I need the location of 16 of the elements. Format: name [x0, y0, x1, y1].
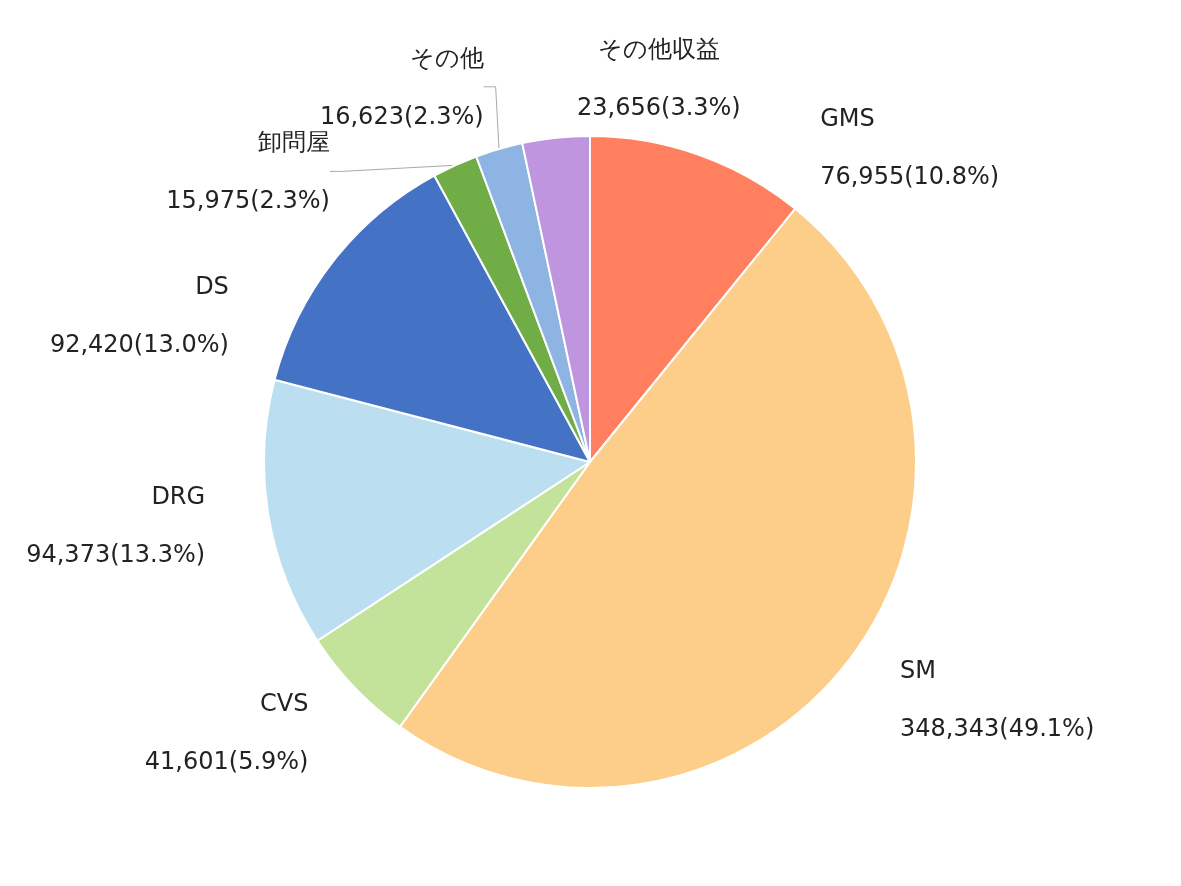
data-label: 23,656(3.3%): [577, 93, 741, 122]
data-label: 76,955(10.8%): [820, 162, 1000, 191]
data-label: 92,420(13.0%): [49, 329, 229, 358]
slice-label: SM: [900, 655, 937, 684]
slice-label: その他収益: [597, 35, 720, 64]
data-label: 16,623(2.3%): [319, 101, 484, 130]
data-label: 348,343(49.1%): [900, 713, 1095, 742]
slice-label: その他: [409, 43, 484, 72]
data-label: 41,601(5.9%): [144, 746, 309, 775]
slice-label: CVS: [260, 688, 309, 717]
slice-label: GMS: [820, 104, 875, 133]
slice-label: DS: [195, 271, 229, 300]
slice-label: 卸問屋: [257, 128, 330, 157]
data-label: 15,975(2.3%): [166, 186, 330, 215]
slice-label: DRG: [151, 482, 206, 511]
data-label: 94,373(13.3%): [26, 540, 206, 569]
